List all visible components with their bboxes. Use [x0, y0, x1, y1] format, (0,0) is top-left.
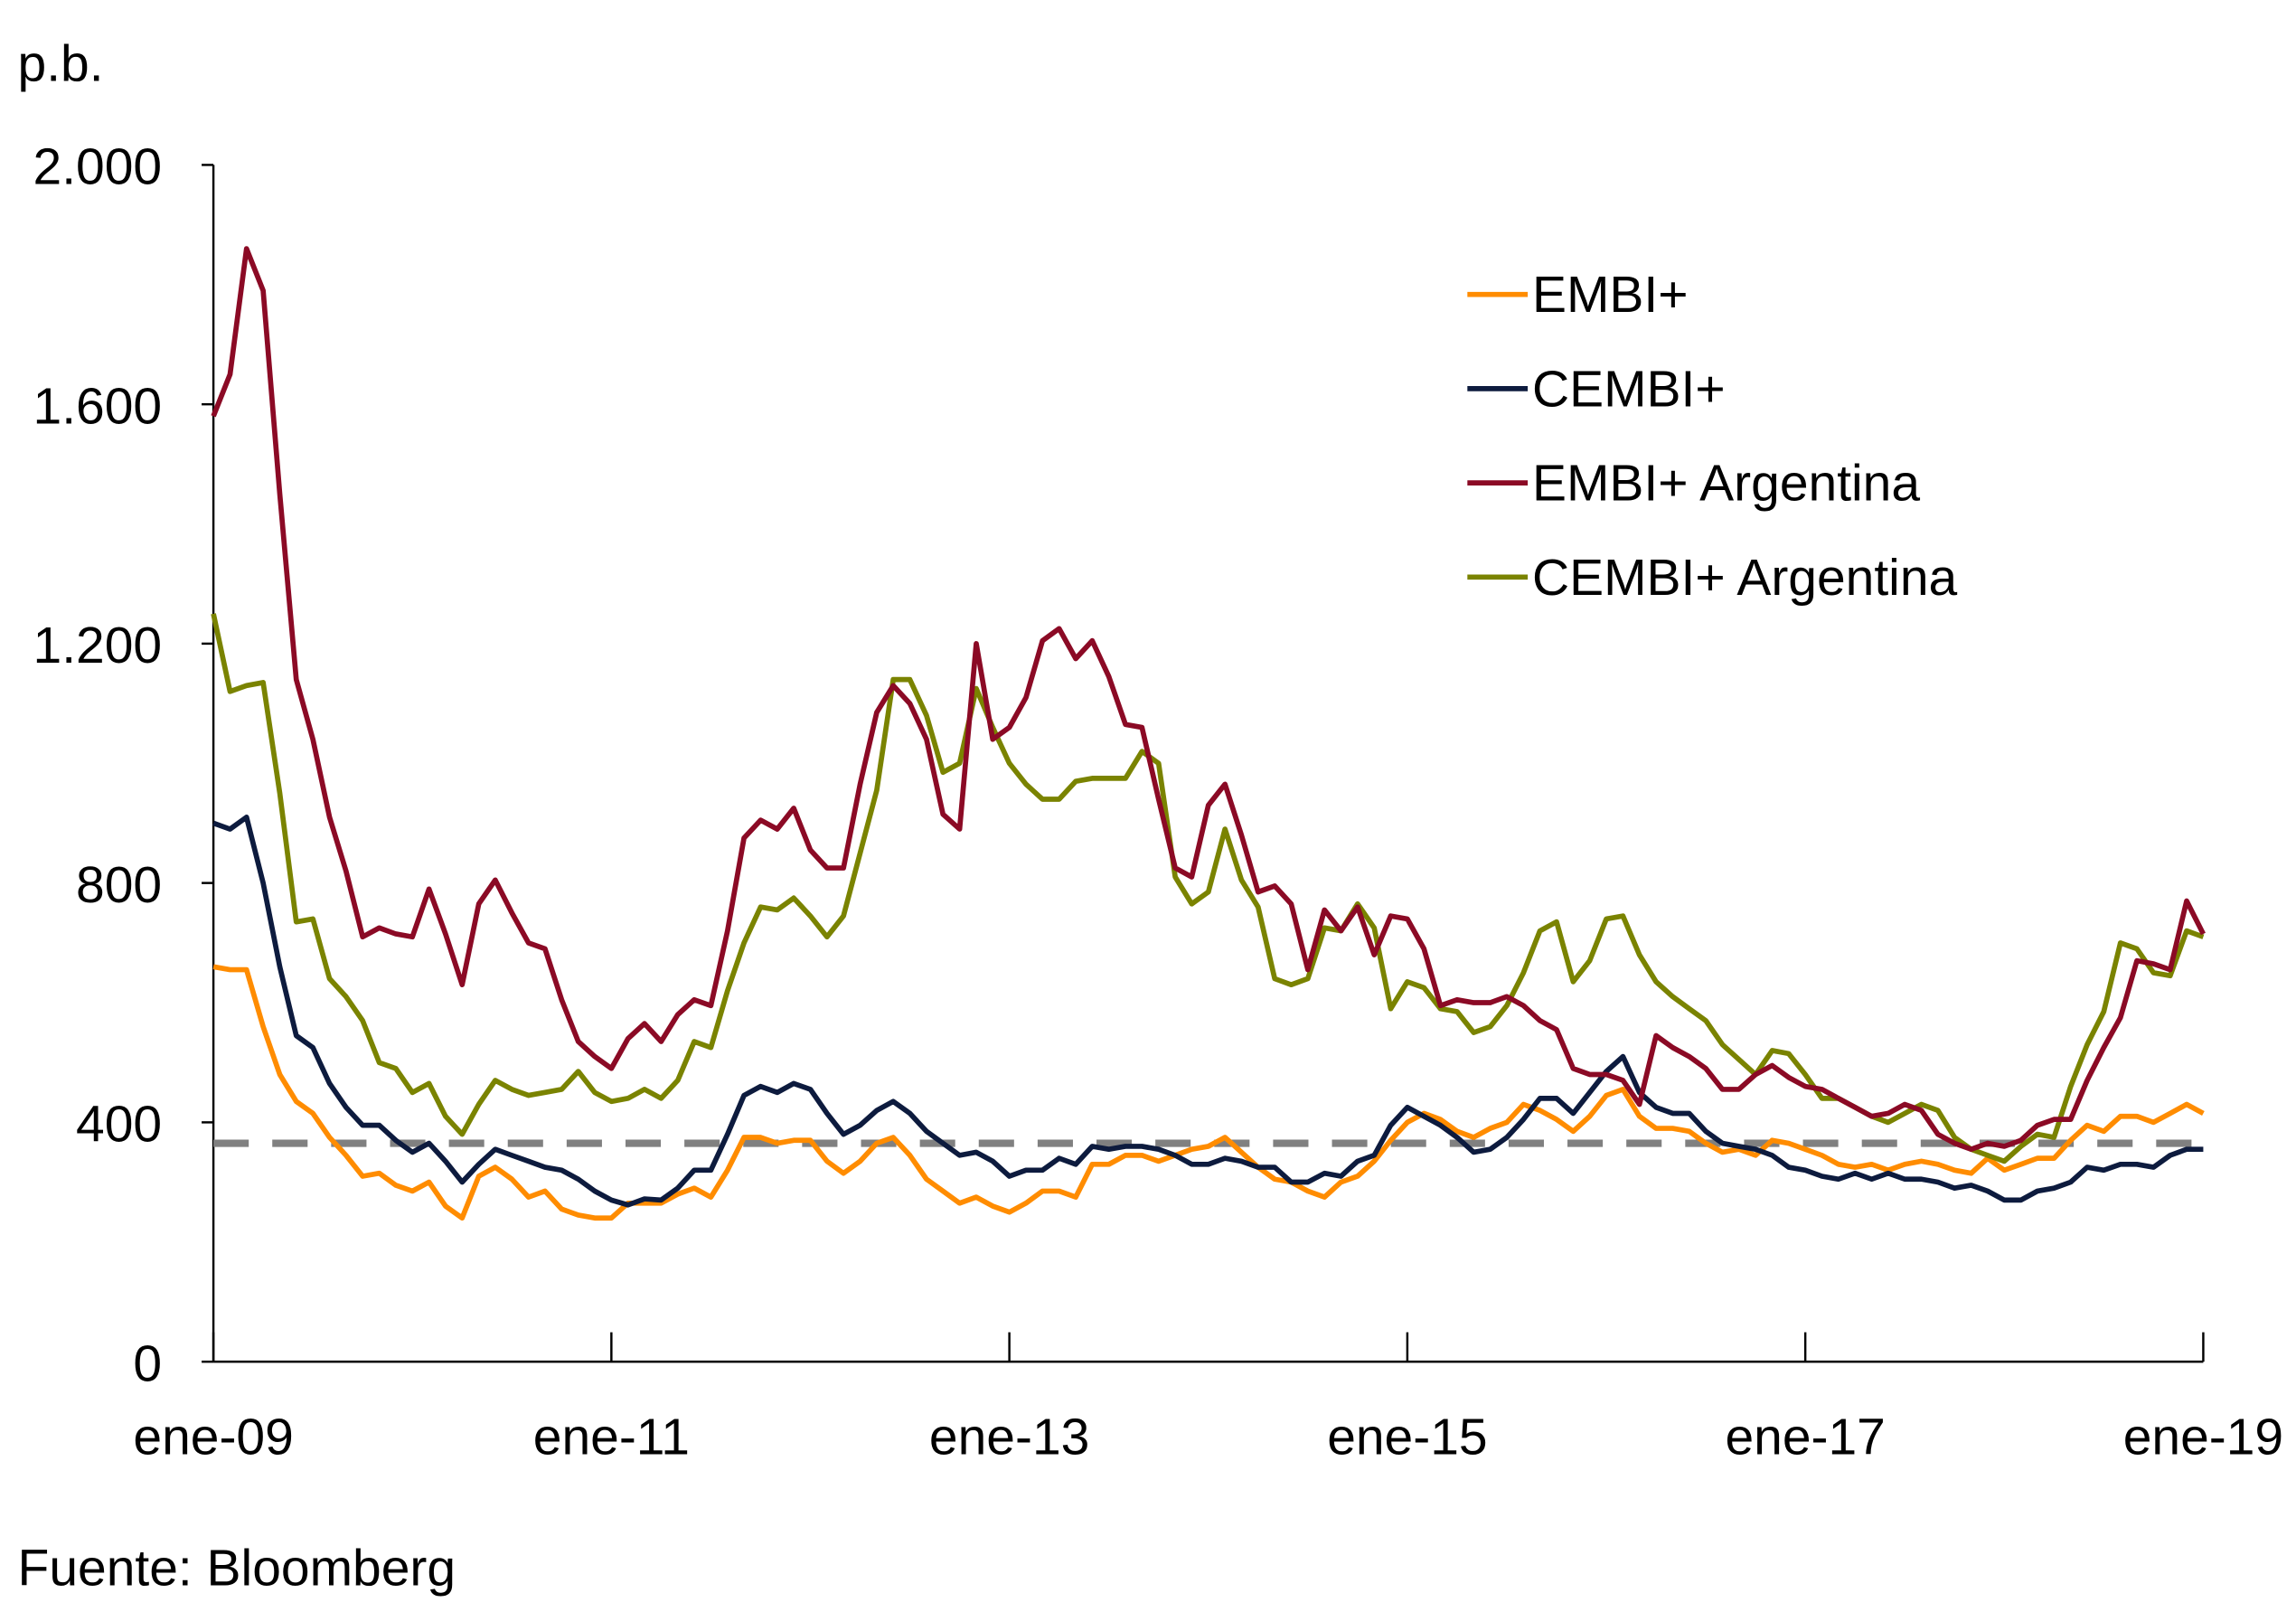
x-axis: ene-09 ene-11 ene-13 ene-15 ene-17 ene-19	[133, 1332, 2283, 1466]
y-tick-label: 0	[133, 1334, 162, 1392]
y-tick-label: 1.600	[33, 377, 163, 435]
x-tick-label: ene-15	[1327, 1409, 1487, 1466]
y-axis-unit-label: p.b.	[18, 35, 104, 93]
series-line-embi-	[212, 964, 2205, 1221]
legend-label-cembi-argentina: CEMBI+ Argentina	[1532, 549, 1958, 607]
x-tick-label: ene-11	[533, 1409, 690, 1466]
series-line-embi-argentina	[211, 246, 2206, 1153]
x-tick-label: ene-17	[1725, 1409, 1885, 1466]
legend-label-cembi-: CEMBI+	[1532, 360, 1726, 418]
y-tick-label: 1.200	[33, 617, 163, 674]
legend-label-embi-argentina: EMBI+ Argentina	[1532, 455, 1920, 513]
series-lines	[211, 246, 2206, 1221]
series-line-cembi-argentina	[211, 613, 2205, 1164]
x-tick-label: ene-19	[2123, 1409, 2283, 1466]
source-note: Fuente: Bloomberg	[18, 1540, 456, 1598]
x-tick-label: ene-09	[133, 1409, 293, 1466]
y-tick-label: 2.000	[33, 138, 163, 196]
legend: EMBI+ CEMBI+ EMBI+ Argentina CEMBI+ Argenti…	[1467, 266, 1958, 607]
y-axis: 0 400 800 1.200 1.600 2.000	[33, 138, 215, 1392]
series-line-cembi-	[212, 815, 2204, 1208]
x-tick-label: ene-13	[929, 1409, 1089, 1466]
legend-label-embi-: EMBI+	[1532, 266, 1689, 324]
y-tick-label: 800	[76, 856, 162, 914]
y-tick-label: 400	[76, 1096, 162, 1154]
